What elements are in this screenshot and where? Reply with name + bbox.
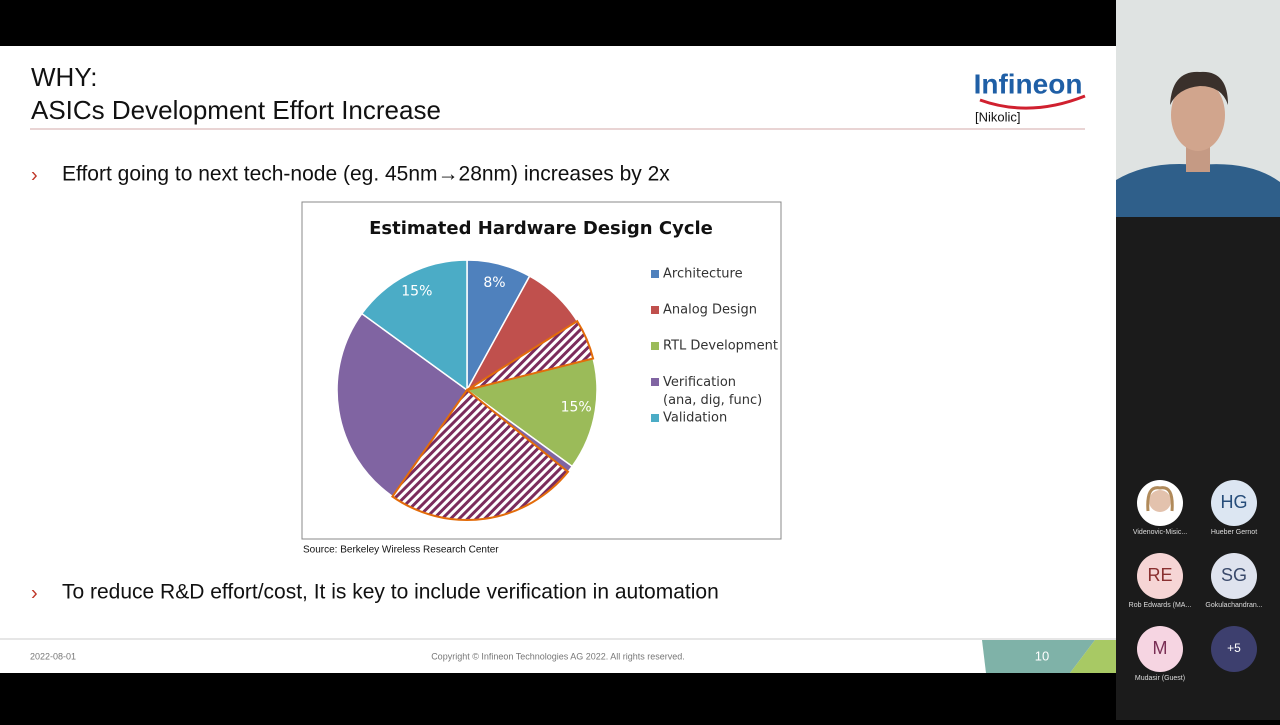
participant-name: Hueber Gernot bbox=[1211, 529, 1257, 536]
title: WHY: bbox=[31, 62, 97, 92]
avatar-photo-hair bbox=[1146, 486, 1174, 512]
avatar bbox=[1137, 553, 1183, 599]
logo-swoosh bbox=[979, 94, 1086, 110]
data-label: 15% bbox=[401, 284, 432, 300]
pie-slice bbox=[360, 259, 468, 392]
annotation-hatch bbox=[466, 319, 595, 391]
legend-swatch bbox=[651, 270, 659, 278]
source: Source: Berkeley Wireless Research Cente… bbox=[303, 545, 499, 556]
copyright: Copyright © Infineon Technologies AG 202… bbox=[431, 651, 685, 661]
page-badge-accent bbox=[1070, 640, 1116, 673]
participant-name: Gokulachandran... bbox=[1205, 602, 1262, 609]
participant-name: Videnovic-Misic... bbox=[1133, 529, 1187, 536]
legend-label: Verification (ana, dig, func) bbox=[663, 375, 762, 408]
legend-swatch bbox=[651, 378, 659, 386]
logo: Infineon bbox=[974, 68, 1083, 99]
avatar-initials: RE bbox=[1147, 565, 1172, 585]
legend-swatch bbox=[651, 342, 659, 350]
bullet: Effort going to next tech-node (eg. 45nm… bbox=[62, 163, 670, 186]
legend-label: Validation bbox=[663, 411, 727, 426]
avatar-initials: +5 bbox=[1227, 641, 1241, 655]
avatar bbox=[1211, 553, 1257, 599]
legend-swatch bbox=[651, 414, 659, 422]
annotation-hatch bbox=[391, 388, 570, 521]
footer-date: 2022-08-01 bbox=[30, 651, 76, 661]
title: ASICs Development Effort Increase bbox=[31, 95, 441, 125]
author: [Nikolic] bbox=[975, 109, 1021, 124]
avatar-initials: HG bbox=[1221, 492, 1248, 512]
video-tile bbox=[1116, 0, 1280, 217]
avatar-initials: M bbox=[1153, 638, 1168, 658]
page-badge bbox=[982, 640, 1095, 673]
legend-label: Architecture bbox=[663, 267, 743, 282]
legend-label: Analog Design bbox=[663, 303, 757, 318]
avatar-photo-face bbox=[1149, 490, 1171, 512]
participants: Videnovic-Misic... HG Hueber Gernot RE Rob E… bbox=[1129, 480, 1263, 682]
chart-title: Estimated Hardware Design Cycle bbox=[369, 218, 713, 239]
avatar bbox=[1137, 626, 1183, 672]
participant-name: Rob Edwards (MA... bbox=[1129, 602, 1192, 609]
avatar bbox=[1211, 480, 1257, 526]
legend-label: RTL Development bbox=[663, 339, 778, 354]
bullet-marker: › bbox=[31, 164, 38, 186]
data-label: 15% bbox=[561, 399, 592, 415]
bullet: To reduce R&D effort/cost, It is key to … bbox=[62, 581, 719, 604]
legend: Architecture Analog Design RTL Development… bbox=[651, 267, 778, 426]
participant-name: Mudasir (Guest) bbox=[1135, 675, 1185, 682]
bullet-marker: › bbox=[31, 582, 38, 604]
avatar bbox=[1211, 626, 1257, 672]
data-label: 8% bbox=[483, 275, 505, 291]
avatar-initials: SG bbox=[1221, 565, 1247, 585]
page-number: 10 bbox=[1035, 648, 1049, 663]
legend-swatch bbox=[651, 306, 659, 314]
